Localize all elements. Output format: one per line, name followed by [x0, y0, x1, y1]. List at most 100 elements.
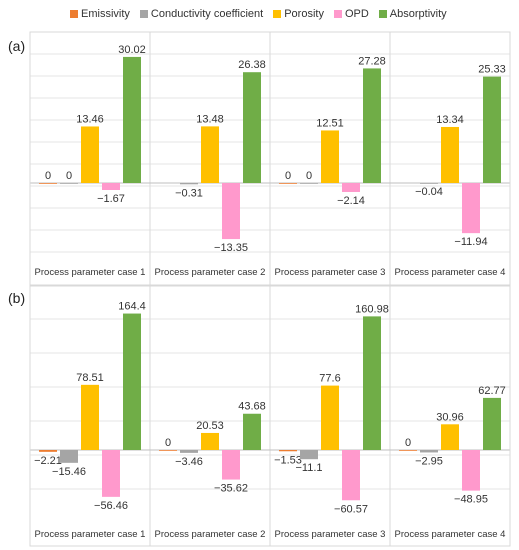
bar	[60, 450, 78, 463]
chart-legend: Emissivity Conductivity coefficient Poro…	[70, 8, 447, 20]
bar	[39, 450, 57, 452]
bar	[342, 183, 360, 192]
data-label: 13.46	[76, 113, 104, 125]
data-label: −1.53	[274, 454, 302, 466]
legend-item-opd: OPD	[333, 8, 369, 20]
bar	[420, 450, 438, 453]
data-label: 77.6	[319, 373, 340, 385]
bar	[363, 316, 381, 450]
panel-label-b: (b)	[8, 290, 26, 306]
data-label: −11.1	[295, 462, 322, 474]
bar	[279, 183, 297, 184]
bar	[201, 126, 219, 183]
legend-label: Emissivity	[81, 8, 130, 20]
legend-item-emissivity: Emissivity	[70, 8, 130, 20]
data-label: 27.28	[358, 55, 386, 67]
bar	[441, 126, 459, 183]
category-label: Process parameter case 3	[275, 267, 386, 278]
data-label: 164.4	[118, 301, 146, 313]
data-label: 160.98	[355, 303, 389, 315]
legend-swatch-porosity	[273, 10, 282, 18]
legend-swatch-conductivity	[139, 10, 148, 18]
bar	[321, 130, 339, 183]
bar	[243, 72, 261, 183]
data-label: −60.57	[334, 503, 368, 515]
legend-label: Absorptivity	[389, 8, 447, 20]
data-label: 0	[45, 170, 51, 182]
bar	[441, 424, 459, 450]
data-label: −2.21	[34, 455, 62, 467]
data-label: −2.14	[337, 195, 365, 207]
data-label: −0.31	[175, 187, 203, 199]
legend-label: OPD	[344, 8, 369, 20]
data-label: −0.04	[415, 186, 443, 198]
bar	[180, 450, 198, 453]
legend-item-absorptivity: Absorptivity	[378, 8, 447, 20]
category-label: Process parameter case 1	[35, 267, 146, 278]
data-label: 0	[405, 437, 411, 449]
bar	[180, 183, 198, 185]
bar	[60, 183, 78, 184]
data-label: 0	[165, 437, 171, 449]
legend-swatch-opd	[333, 10, 342, 18]
bar	[483, 397, 501, 450]
bar	[102, 183, 120, 191]
data-label: 0	[285, 170, 291, 182]
data-label: −35.62	[214, 483, 248, 495]
legend-swatch-emissivity	[70, 10, 78, 18]
bar	[399, 450, 417, 451]
category-label: Process parameter case 3	[275, 529, 386, 540]
data-label: 12.51	[316, 117, 344, 129]
bar	[81, 126, 99, 183]
category-label: Process parameter case 1	[35, 529, 146, 540]
bar	[363, 68, 381, 183]
category-label: Process parameter case 4	[395, 267, 506, 278]
data-label: 26.38	[238, 59, 266, 71]
data-label: 20.53	[196, 420, 224, 432]
bar	[81, 384, 99, 450]
data-label: −11.94	[454, 236, 487, 248]
bar	[102, 450, 120, 497]
legend-label: Conductivity coefficient	[150, 8, 264, 20]
category-label: Process parameter case 2	[155, 267, 266, 278]
bar	[462, 183, 480, 234]
data-label: 25.33	[478, 64, 506, 76]
data-label: 30.02	[118, 44, 146, 56]
panel-label-a: (a)	[8, 38, 26, 54]
data-label: 13.48	[196, 113, 224, 125]
legend-item-porosity: Porosity	[273, 8, 324, 20]
bar	[300, 183, 318, 184]
bar	[39, 183, 57, 184]
data-label: 30.96	[436, 411, 464, 423]
data-label: −2.95	[415, 455, 443, 467]
bar	[342, 450, 360, 501]
bar	[159, 450, 177, 451]
bar	[201, 432, 219, 450]
legend-item-conductivity: Conductivity coefficient	[139, 8, 264, 20]
bar	[243, 413, 261, 450]
data-label: 0	[306, 170, 312, 182]
data-label: 13.34	[436, 114, 464, 126]
data-label: −13.35	[214, 242, 248, 254]
data-label: −48.95	[454, 494, 488, 506]
category-label: Process parameter case 2	[155, 529, 266, 540]
bar	[420, 183, 438, 184]
data-label: 78.51	[76, 372, 104, 384]
data-label: 62.77	[478, 385, 506, 397]
bar	[279, 450, 297, 452]
category-label: Process parameter case 4	[395, 529, 506, 540]
bar	[462, 450, 480, 491]
data-label: −3.46	[175, 456, 203, 468]
bar	[222, 450, 240, 480]
bar	[222, 183, 240, 240]
legend-label: Porosity	[284, 8, 324, 20]
legend-swatch-absorptivity	[378, 10, 387, 18]
data-label: −1.67	[97, 193, 125, 205]
data-label: −15.46	[52, 466, 86, 478]
panel-frame	[29, 284, 511, 547]
data-label: 0	[66, 170, 72, 182]
bar	[300, 450, 318, 460]
bar	[483, 76, 501, 183]
bar	[123, 56, 141, 183]
